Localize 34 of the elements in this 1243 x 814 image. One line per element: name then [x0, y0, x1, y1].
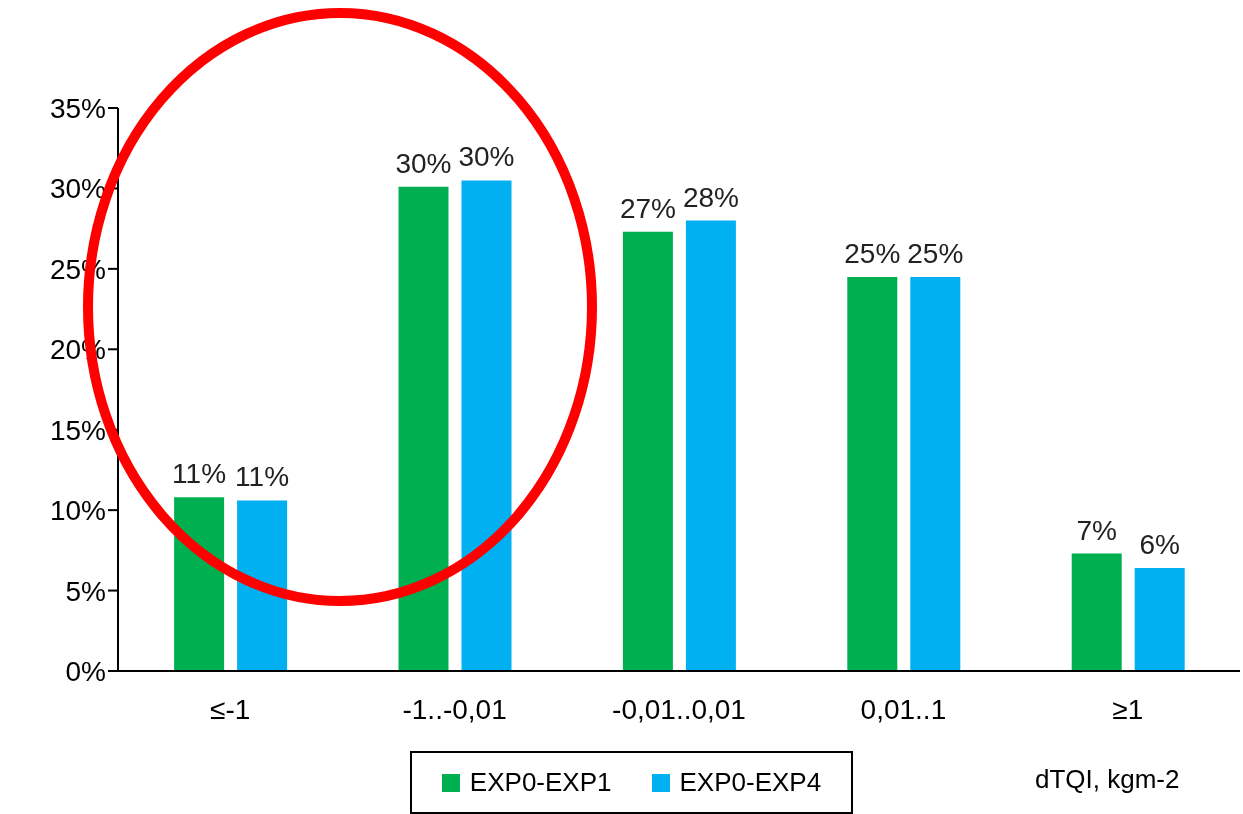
- x-tick-label: 0,01..1: [860, 693, 947, 725]
- data-label: 6%: [1139, 529, 1180, 561]
- data-label: 30%: [458, 141, 515, 173]
- legend-label: EXP0-EXP4: [678, 767, 822, 798]
- x-tick-label: ≤-1: [210, 693, 251, 725]
- bar: [685, 220, 736, 671]
- data-label: 25%: [907, 237, 964, 269]
- y-tick-label: 30%: [49, 173, 106, 205]
- y-tick-label: 15%: [49, 414, 106, 446]
- bar: [847, 276, 898, 671]
- bar: [398, 186, 449, 671]
- x-tick-label: -1..-0,01: [402, 693, 507, 725]
- data-label: 11%: [235, 461, 290, 493]
- y-tick-label: 35%: [49, 92, 106, 124]
- data-label: 30%: [395, 147, 452, 179]
- y-tick-label: 5%: [65, 575, 106, 607]
- legend-label: EXP0-EXP1: [468, 767, 612, 798]
- y-tick-label: 10%: [49, 495, 106, 527]
- bar: [1134, 568, 1185, 671]
- data-label: 25%: [844, 237, 901, 269]
- x-tick-label: ≥1: [1112, 693, 1144, 725]
- data-label: 7%: [1076, 514, 1117, 546]
- x-axis-title: dTQI, kgm-2: [1035, 764, 1180, 795]
- bar: [622, 231, 673, 671]
- y-tick-label: 0%: [65, 655, 106, 687]
- bar: [1071, 553, 1122, 671]
- bar: [237, 500, 288, 671]
- bar: [461, 180, 512, 671]
- data-label: 27%: [619, 192, 676, 224]
- data-label: 11%: [172, 458, 227, 490]
- bar: [174, 497, 225, 671]
- data-label: 28%: [682, 181, 739, 213]
- x-tick-label: -0,01..0,01: [612, 693, 746, 725]
- bar: [910, 276, 961, 671]
